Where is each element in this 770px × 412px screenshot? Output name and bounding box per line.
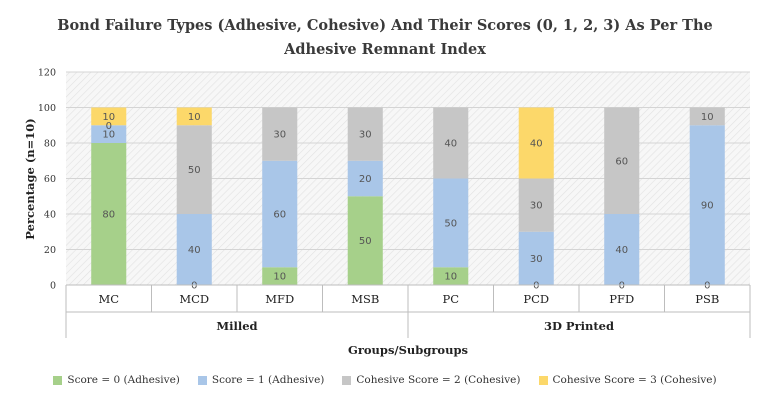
legend-label: Score = 0 (Adhesive) — [67, 374, 180, 386]
data-label: 30 — [359, 130, 372, 141]
y-tick-label: 20 — [44, 245, 56, 256]
data-label: 10 — [102, 112, 115, 123]
category-label: MFD — [265, 292, 294, 306]
legend-item: Score = 1 (Adhesive) — [197, 374, 325, 386]
legend-swatch — [53, 375, 63, 385]
data-label: 20 — [359, 174, 372, 185]
data-label: 60 — [273, 210, 286, 221]
data-label: 10 — [701, 112, 714, 123]
y-tick-label: 100 — [38, 103, 56, 114]
category-label: PSB — [695, 292, 719, 306]
data-label: 30 — [273, 130, 286, 141]
bar-segment — [689, 125, 725, 285]
legend: Score = 0 (Adhesive) Score = 1 (Adhesive)… — [0, 374, 770, 386]
bar-segment — [91, 143, 127, 285]
data-label: 50 — [359, 236, 372, 247]
bar-segment — [91, 107, 127, 126]
y-tick-label: 80 — [44, 139, 56, 150]
data-label: 30 — [530, 201, 543, 212]
y-axis-title: Percentage (n=10) — [23, 118, 37, 239]
bar-segment — [518, 178, 554, 232]
bar-segment — [176, 125, 212, 214]
data-label: 80 — [102, 210, 115, 221]
bar-segment — [604, 214, 640, 285]
data-label: 40 — [188, 245, 201, 256]
bar-segment — [176, 214, 212, 285]
data-label: 40 — [530, 139, 543, 150]
category-label: MSB — [351, 292, 379, 306]
legend-label: Score = 1 (Adhesive) — [211, 374, 325, 386]
bar-segment — [176, 107, 212, 126]
bars — [91, 107, 725, 285]
data-label: 10 — [102, 130, 115, 141]
bar-segment — [347, 160, 383, 197]
group-label: Milled — [216, 319, 257, 333]
bar-segment — [433, 107, 469, 179]
bar-segment — [347, 196, 383, 285]
data-label: 0 — [106, 121, 112, 132]
bar-segment — [347, 107, 383, 161]
data-label: 0 — [619, 281, 625, 292]
y-tick-label: 0 — [50, 281, 56, 292]
chart-title: Bond Failure Types (Adhesive, Cohesive) … — [0, 14, 770, 62]
data-label: 0 — [533, 281, 539, 292]
group-label: 3D Printed — [544, 319, 614, 333]
data-label: 10 — [188, 112, 201, 123]
legend-item: Score = 0 (Adhesive) — [53, 374, 180, 386]
bar-segment — [604, 107, 640, 214]
data-label: 50 — [188, 165, 201, 176]
legend-item: Cohesive Score = 2 (Cohesive) — [342, 374, 521, 386]
category-label: PFD — [609, 292, 634, 306]
bar-segment — [689, 107, 725, 126]
legend-label: Cohesive Score = 3 (Cohesive) — [552, 374, 717, 386]
category-label: MC — [98, 292, 119, 306]
category-label: PCD — [523, 292, 549, 306]
y-tick-label: 120 — [38, 68, 56, 79]
data-label: 50 — [444, 218, 457, 229]
bar-segment — [91, 125, 127, 143]
bar-segment — [518, 231, 554, 285]
data-label: 90 — [701, 201, 714, 212]
y-tick-label: 60 — [44, 174, 56, 185]
data-label: 60 — [615, 156, 628, 167]
bar-segment — [262, 160, 298, 268]
bar-segment — [518, 107, 554, 179]
data-label: 10 — [444, 272, 457, 283]
data-label: 30 — [530, 254, 543, 265]
data-labels: 8010010040501010603050203010504003030400… — [102, 112, 713, 292]
data-label: 40 — [444, 139, 457, 150]
legend-swatch — [538, 375, 548, 385]
legend-swatch — [342, 375, 352, 385]
data-label: 40 — [615, 245, 628, 256]
legend-label: Cohesive Score = 2 (Cohesive) — [356, 374, 521, 386]
bar-segment — [262, 267, 298, 285]
legend-swatch — [197, 375, 207, 385]
data-label: 10 — [273, 272, 286, 283]
category-label: PC — [442, 292, 459, 306]
data-label: 0 — [704, 281, 710, 292]
category-label: MCD — [179, 292, 209, 306]
y-tick-label: 40 — [44, 210, 56, 221]
bar-segment — [262, 107, 298, 161]
chart-title-line-1: Bond Failure Types (Adhesive, Cohesive) … — [57, 17, 713, 34]
bar-segment — [433, 178, 469, 268]
data-label: 0 — [191, 281, 197, 292]
legend-item: Cohesive Score = 3 (Cohesive) — [538, 374, 717, 386]
bar-segment — [433, 267, 469, 285]
x-axis-title: Groups/Subgroups — [348, 343, 468, 357]
chart-title-line-2: Adhesive Remnant Index — [284, 41, 486, 58]
